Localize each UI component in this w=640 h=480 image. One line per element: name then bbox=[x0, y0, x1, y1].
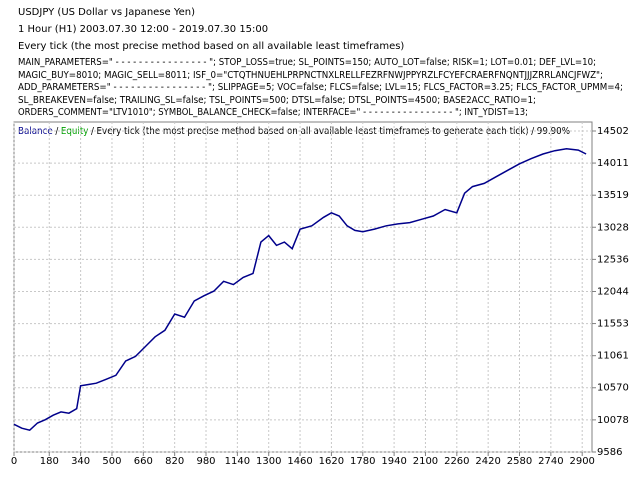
balance-line bbox=[13, 148, 587, 432]
x-tick-label: 500 bbox=[102, 456, 121, 467]
parameters: MAGIC_BUY=8010; MAGIC_SELL=8011; ISF_0="… bbox=[18, 70, 603, 81]
x-tick-label: 1940 bbox=[381, 456, 406, 467]
legend-separator: / bbox=[91, 126, 94, 137]
model: Every tick (the most precise method base… bbox=[18, 41, 404, 52]
y-tick-label: 10078 bbox=[597, 415, 629, 426]
y-tick-label: 14502 bbox=[597, 126, 629, 137]
y-tick-label: 11061 bbox=[597, 351, 629, 362]
x-tick-label: 2100 bbox=[413, 456, 438, 467]
y-tick-label: 12044 bbox=[597, 287, 629, 298]
y-tick-label: 10570 bbox=[597, 383, 629, 394]
x-tick-label: 2740 bbox=[538, 456, 563, 467]
x-tick-label: 180 bbox=[40, 456, 59, 467]
y-tick-label: 11553 bbox=[597, 319, 629, 330]
period: 1 Hour (H1) 2003.07.30 12:00 - 2019.07.3… bbox=[18, 24, 268, 35]
y-tick-label: 12536 bbox=[597, 254, 629, 265]
legend-separator: / bbox=[55, 126, 58, 137]
x-tick-label: 340 bbox=[71, 456, 90, 467]
x-tick-label: 1780 bbox=[350, 456, 375, 467]
parameters: ORDERS_COMMENT="LTV1010"; SYMBOL_BALANCE… bbox=[18, 107, 528, 118]
x-tick-label: 1140 bbox=[225, 456, 250, 467]
y-tick-label: 13028 bbox=[597, 222, 629, 233]
x-tick-label: 820 bbox=[165, 456, 184, 467]
x-tick-label: 1620 bbox=[319, 456, 344, 467]
x-tick-label: 2260 bbox=[444, 456, 469, 467]
y-tick-label: 14011 bbox=[597, 158, 629, 169]
x-tick-label: 0 bbox=[11, 456, 17, 467]
x-tick-label: 980 bbox=[196, 456, 215, 467]
x-tick-label: 660 bbox=[134, 456, 153, 467]
parameters: ADD_PARAMETERS=" - - - - - - - - - - - -… bbox=[18, 82, 623, 93]
legend-model: Every tick (the most precise method base… bbox=[97, 126, 529, 137]
parameters: SL_BREAKEVEN=false; TRAILING_SL=false; T… bbox=[18, 95, 536, 106]
x-tick-label: 2580 bbox=[507, 456, 532, 467]
parameters: MAIN_PARAMETERS=" - - - - - - - - - - - … bbox=[18, 57, 596, 68]
x-tick-label: 2420 bbox=[475, 456, 500, 467]
y-tick-label: 9586 bbox=[597, 447, 622, 458]
y-tick-label: 13519 bbox=[597, 190, 629, 201]
x-tick-label: 1300 bbox=[256, 456, 281, 467]
x-tick-label: 1460 bbox=[287, 456, 312, 467]
x-tick-label: 2900 bbox=[569, 456, 594, 467]
symbol: USDJPY (US Dollar vs Japanese Yen) bbox=[18, 7, 195, 18]
legend-separator: / bbox=[531, 126, 534, 137]
legend-quality: 99.90% bbox=[537, 126, 570, 137]
